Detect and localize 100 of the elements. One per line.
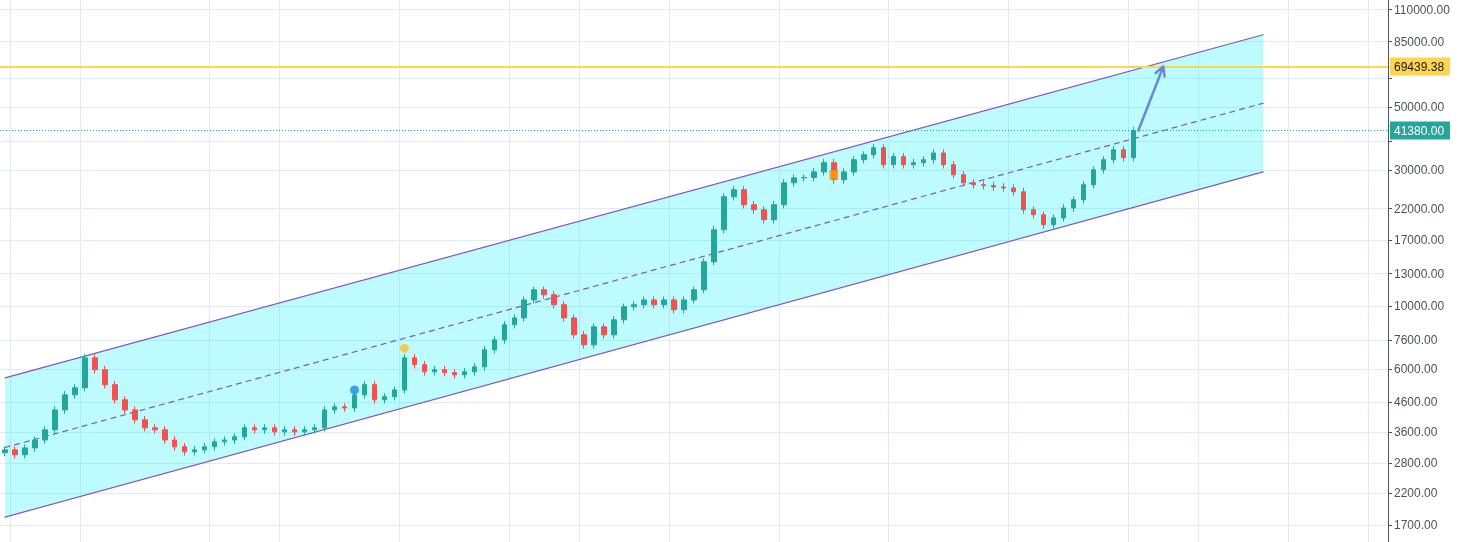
y-tick-label: 13000.00	[1394, 266, 1445, 281]
point	[399, 343, 409, 353]
y-tick-label: 50000.00	[1394, 100, 1445, 115]
candlestick	[871, 143, 876, 159]
candlestick	[741, 185, 747, 210]
y-tick-label: 4600.00	[1394, 394, 1438, 409]
candlestick	[1051, 213, 1056, 230]
candlestick	[601, 322, 607, 340]
candlestick	[242, 423, 247, 441]
candlestick	[631, 300, 637, 311]
candlestick	[541, 286, 547, 300]
candlestick	[951, 160, 956, 179]
candlestick	[971, 178, 976, 189]
candlestick	[302, 425, 307, 437]
candlestick	[861, 150, 867, 164]
candlestick	[841, 167, 847, 185]
candlestick	[442, 365, 447, 377]
candlestick	[1101, 155, 1106, 175]
candlestick	[1031, 205, 1036, 219]
candlestick	[422, 360, 427, 377]
candlestick	[292, 425, 297, 437]
candlestick	[561, 300, 567, 323]
candlestick	[921, 155, 926, 168]
candlestick	[581, 330, 587, 350]
candlestick	[172, 435, 177, 452]
candlestick	[222, 435, 227, 447]
point	[829, 170, 839, 180]
candlestick	[412, 353, 417, 369]
candlestick	[512, 313, 517, 330]
candlestick	[911, 158, 916, 170]
candlestick	[721, 192, 727, 234]
candlestick	[821, 158, 827, 177]
y-tick-label: 2800.00	[1394, 456, 1438, 471]
candlestick	[372, 380, 377, 405]
candlestick	[991, 181, 996, 192]
y-tick-label: 30000.00	[1394, 163, 1445, 178]
candlestick	[42, 425, 48, 445]
candlestick	[881, 143, 886, 170]
y-tick-label: 7600.00	[1394, 332, 1438, 347]
candlestick	[252, 423, 257, 435]
candlestick	[342, 402, 347, 413]
candlestick	[701, 257, 707, 294]
ref-line-label: 69439.38	[1394, 59, 1445, 74]
candlestick	[382, 392, 387, 405]
candlestick	[92, 353, 98, 374]
candlestick	[801, 173, 807, 182]
candlestick	[611, 315, 617, 340]
candlestick	[362, 380, 367, 400]
candlestick	[891, 152, 896, 170]
candlestick	[392, 385, 397, 401]
candlestick	[781, 178, 787, 210]
y-tick-label: 17000.00	[1394, 233, 1445, 248]
candlestick	[122, 395, 128, 415]
candlestick	[32, 435, 38, 453]
candlestick	[791, 173, 797, 187]
candlestick	[1131, 126, 1136, 162]
candlestick	[761, 205, 767, 224]
candlestick	[82, 353, 88, 392]
candlestick	[751, 200, 757, 215]
y-tick-label: 10000.00	[1394, 298, 1445, 313]
candlestick	[621, 303, 627, 325]
candlestick	[232, 432, 237, 445]
candlestick	[1081, 180, 1086, 205]
candlestick	[531, 286, 537, 305]
candlestick	[472, 362, 477, 377]
candlestick	[851, 155, 857, 177]
candlestick	[272, 423, 277, 437]
candlestick	[731, 185, 737, 201]
candlestick	[462, 367, 467, 379]
candlestick	[1111, 145, 1116, 164]
candlestick	[142, 415, 148, 432]
y-tick-label: 3600.00	[1394, 425, 1438, 440]
candlestick	[811, 167, 817, 182]
candlestick	[432, 365, 437, 377]
candlestick	[322, 405, 327, 432]
candlestick	[1121, 145, 1126, 162]
y-tick-label: 1700.00	[1394, 517, 1438, 532]
candlestick	[72, 383, 78, 400]
candlestick	[591, 322, 597, 350]
candlestick	[102, 365, 108, 389]
candlestick	[132, 405, 138, 425]
candlestick	[52, 405, 58, 435]
y-tick-label: 2200.00	[1394, 486, 1438, 501]
candlestick	[571, 313, 577, 340]
candlestick	[482, 345, 487, 372]
candlestick	[262, 423, 267, 435]
candlestick	[452, 368, 457, 379]
candlestick	[981, 180, 986, 190]
candlestick	[671, 295, 677, 314]
candlestick	[312, 423, 317, 435]
candlestick	[661, 295, 667, 309]
candlestick	[1001, 182, 1006, 193]
candlestick	[162, 425, 168, 445]
candlestick	[2, 445, 8, 457]
candlestick	[332, 402, 337, 415]
candlestick	[62, 390, 68, 415]
candlestick	[941, 148, 946, 170]
candlestick	[1091, 165, 1096, 189]
candlestick	[152, 423, 158, 435]
y-tick-label: 110000.00	[1394, 2, 1451, 17]
